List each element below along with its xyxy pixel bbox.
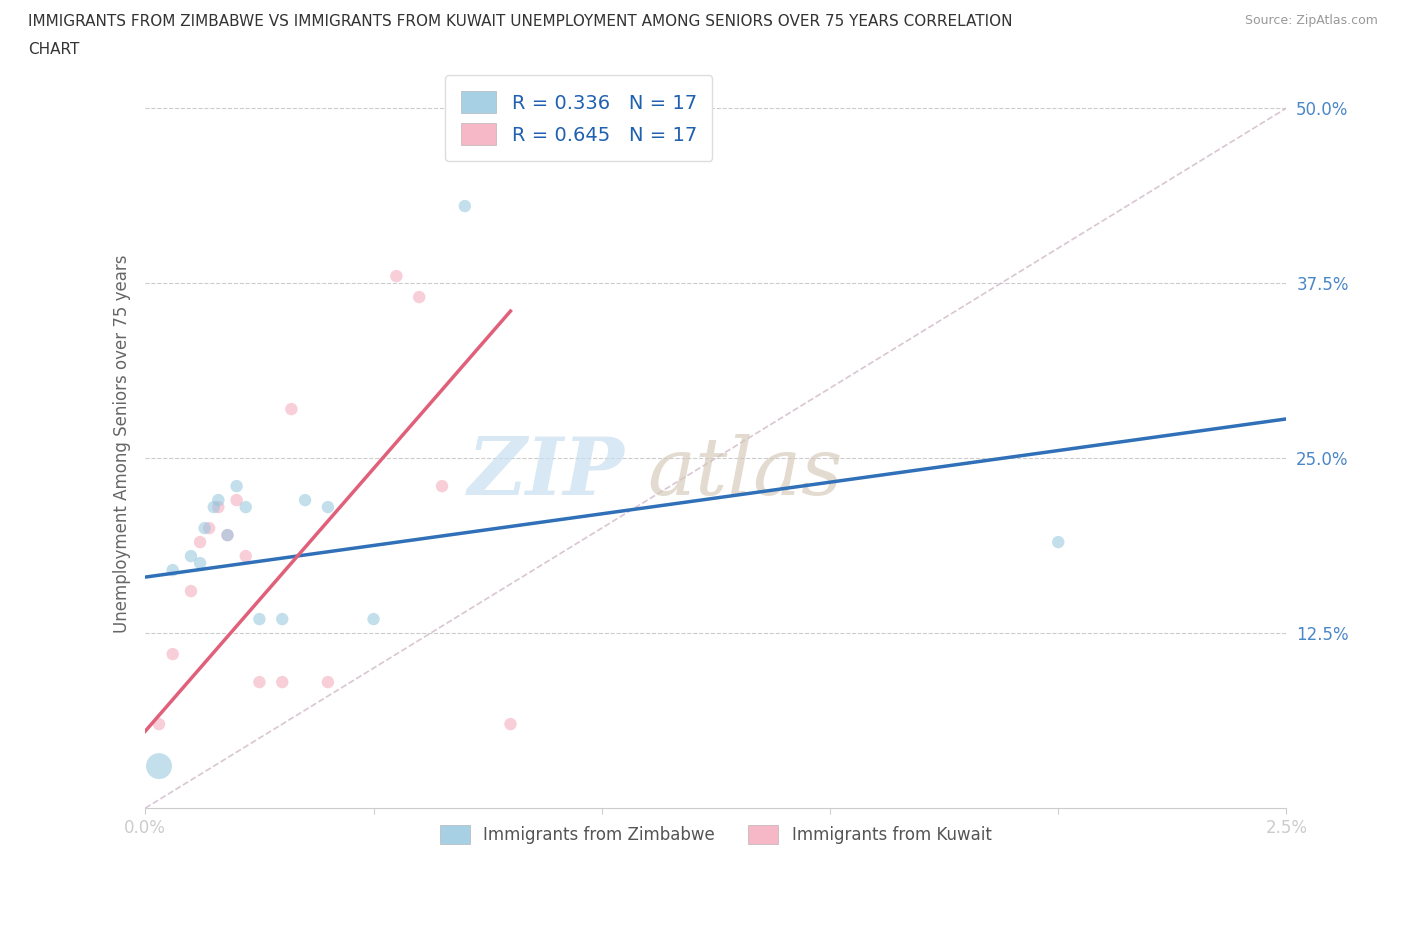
Point	[385, 269, 408, 284]
Point	[249, 674, 271, 689]
Point	[225, 493, 247, 508]
Point	[180, 549, 202, 564]
Point	[499, 717, 522, 732]
Point	[280, 402, 302, 417]
Point	[148, 717, 170, 732]
Point	[235, 549, 257, 564]
Point	[162, 646, 184, 661]
Point	[207, 493, 229, 508]
Text: IMMIGRANTS FROM ZIMBABWE VS IMMIGRANTS FROM KUWAIT UNEMPLOYMENT AMONG SENIORS OV: IMMIGRANTS FROM ZIMBABWE VS IMMIGRANTS F…	[28, 14, 1012, 29]
Point	[188, 535, 211, 550]
Legend: Immigrants from Zimbabwe, Immigrants from Kuwait: Immigrants from Zimbabwe, Immigrants fro…	[433, 818, 998, 851]
Point	[1047, 535, 1070, 550]
Point	[294, 493, 316, 508]
Point	[198, 521, 221, 536]
Point	[202, 499, 225, 514]
Text: CHART: CHART	[28, 42, 80, 57]
Point	[249, 612, 271, 627]
Point	[408, 289, 430, 304]
Point	[225, 479, 247, 494]
Point	[235, 499, 257, 514]
Y-axis label: Unemployment Among Seniors over 75 years: Unemployment Among Seniors over 75 years	[114, 255, 131, 633]
Point	[180, 584, 202, 599]
Text: ZIP: ZIP	[468, 434, 624, 512]
Point	[194, 521, 217, 536]
Text: atlas: atlas	[647, 434, 842, 512]
Point	[316, 674, 339, 689]
Point	[188, 555, 211, 570]
Point	[217, 527, 239, 542]
Point	[148, 759, 170, 774]
Point	[454, 199, 477, 214]
Point	[316, 499, 339, 514]
Point	[162, 563, 184, 578]
Text: Source: ZipAtlas.com: Source: ZipAtlas.com	[1244, 14, 1378, 27]
Point	[271, 612, 294, 627]
Point	[207, 499, 229, 514]
Point	[271, 674, 294, 689]
Point	[363, 612, 385, 627]
Point	[430, 479, 453, 494]
Point	[217, 527, 239, 542]
